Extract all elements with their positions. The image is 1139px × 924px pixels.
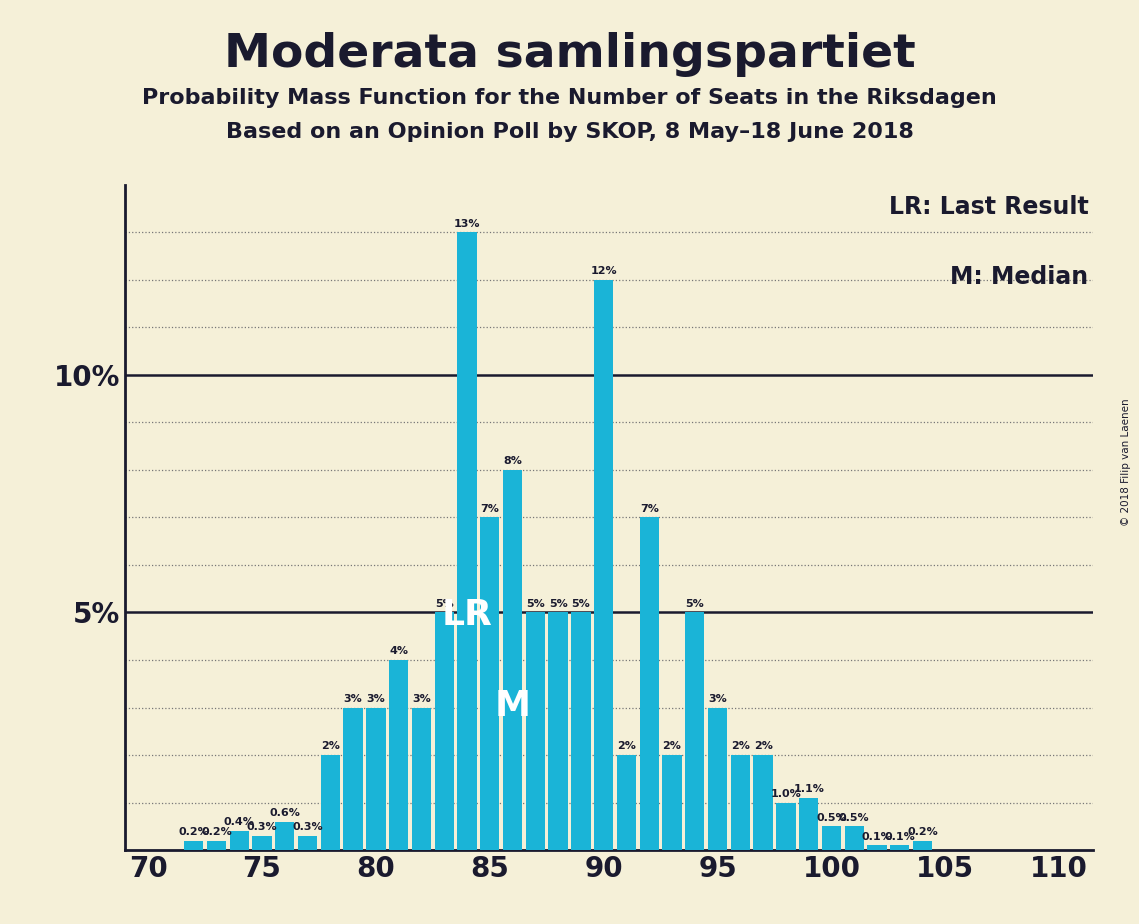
Bar — [298, 836, 317, 850]
Bar — [481, 517, 499, 850]
Text: 7%: 7% — [481, 504, 499, 514]
Text: Probability Mass Function for the Number of Seats in the Riksdagen: Probability Mass Function for the Number… — [142, 88, 997, 108]
Bar — [252, 836, 271, 850]
Text: 7%: 7% — [640, 504, 658, 514]
Bar — [730, 755, 749, 850]
Bar — [708, 708, 727, 850]
Text: 1.1%: 1.1% — [793, 784, 825, 794]
Bar — [549, 613, 567, 850]
Bar — [571, 613, 590, 850]
Bar — [595, 280, 613, 850]
Text: 2%: 2% — [321, 741, 339, 751]
Bar — [274, 821, 294, 850]
Text: M: M — [494, 688, 531, 723]
Text: M: Median: M: Median — [950, 264, 1089, 288]
Text: 2%: 2% — [731, 741, 749, 751]
Text: 13%: 13% — [453, 218, 481, 228]
Text: 5%: 5% — [435, 599, 453, 609]
Text: 0.4%: 0.4% — [223, 817, 255, 827]
Text: © 2018 Filip van Laenen: © 2018 Filip van Laenen — [1121, 398, 1131, 526]
Bar — [822, 826, 841, 850]
Bar — [503, 470, 522, 850]
Text: 0.3%: 0.3% — [247, 822, 277, 832]
Text: LR: LR — [442, 599, 492, 632]
Text: 5%: 5% — [572, 599, 590, 609]
Bar — [206, 841, 226, 850]
Text: 1.0%: 1.0% — [771, 789, 801, 798]
Bar — [890, 845, 909, 850]
Bar — [366, 708, 385, 850]
Bar — [229, 831, 248, 850]
Bar — [617, 755, 636, 850]
Text: Based on an Opinion Poll by SKOP, 8 May–18 June 2018: Based on an Opinion Poll by SKOP, 8 May–… — [226, 122, 913, 142]
Bar — [388, 660, 408, 850]
Bar — [868, 845, 886, 850]
Text: 2%: 2% — [617, 741, 636, 751]
Text: 0.6%: 0.6% — [269, 808, 301, 818]
Bar — [663, 755, 681, 850]
Text: 0.1%: 0.1% — [862, 832, 892, 842]
Bar — [844, 826, 863, 850]
Bar — [321, 755, 339, 850]
Bar — [344, 708, 362, 850]
Text: 0.2%: 0.2% — [908, 827, 937, 837]
Bar — [457, 232, 476, 850]
Text: 2%: 2% — [663, 741, 681, 751]
Text: 0.5%: 0.5% — [817, 812, 846, 822]
Text: 3%: 3% — [708, 694, 727, 704]
Text: 0.1%: 0.1% — [885, 832, 915, 842]
Bar — [913, 841, 932, 850]
Bar — [183, 841, 203, 850]
Text: LR: Last Result: LR: Last Result — [888, 195, 1089, 219]
Text: 0.5%: 0.5% — [839, 812, 869, 822]
Bar — [526, 613, 544, 850]
Text: 0.2%: 0.2% — [202, 827, 231, 837]
Text: 5%: 5% — [526, 599, 544, 609]
Bar — [777, 803, 795, 850]
Bar — [754, 755, 772, 850]
Bar — [639, 517, 658, 850]
Text: 5%: 5% — [549, 599, 567, 609]
Text: 12%: 12% — [590, 266, 617, 276]
Text: 0.3%: 0.3% — [293, 822, 322, 832]
Bar — [685, 613, 704, 850]
Text: 0.2%: 0.2% — [179, 827, 208, 837]
Text: 4%: 4% — [390, 646, 408, 656]
Text: 3%: 3% — [367, 694, 385, 704]
Text: 2%: 2% — [754, 741, 772, 751]
Text: 3%: 3% — [412, 694, 431, 704]
Bar — [434, 613, 453, 850]
Text: Moderata samlingspartiet: Moderata samlingspartiet — [223, 32, 916, 78]
Text: 5%: 5% — [686, 599, 704, 609]
Text: 3%: 3% — [344, 694, 362, 704]
Text: 8%: 8% — [503, 456, 522, 466]
Bar — [411, 708, 431, 850]
Bar — [798, 797, 818, 850]
